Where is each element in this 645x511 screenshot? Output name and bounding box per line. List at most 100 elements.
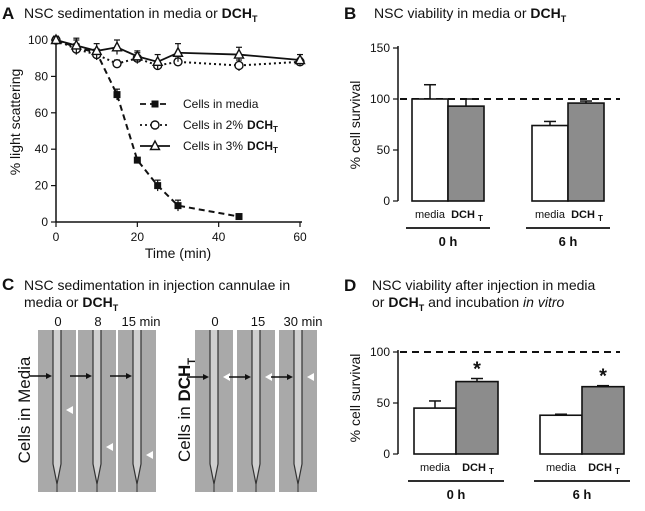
- panel-b-title-dch: DCH: [530, 5, 560, 21]
- panel-d-title-dch: DCH: [388, 294, 418, 310]
- panel-b-category-sub-0: T: [478, 214, 483, 223]
- panel-a: A NSC sedimentation in media or DCHT 0 20…: [2, 4, 307, 261]
- panel-a-point-s2: [233, 48, 245, 59]
- panel-d-bar-media-1: [539, 414, 583, 455]
- panel-a-ytick-label: 60: [35, 106, 49, 120]
- panel-b-category-media-0: media: [415, 209, 446, 221]
- panel-a-point-s2: [294, 53, 306, 65]
- panel-c-right-label: Cells in DCHT: [175, 358, 198, 462]
- panel-a-xtick-label: 0: [53, 230, 60, 244]
- panel-d-bar-dcht-0: [455, 380, 499, 455]
- panel-a-point-s0: [154, 182, 162, 190]
- panel-a-xtick-label: 20: [131, 230, 145, 244]
- panel-d-ylabel: % cell survival: [347, 354, 363, 443]
- panel-c-cannula-3: [209, 330, 219, 485]
- panel-d-title-line2-d: in vitro: [523, 294, 564, 310]
- panel-c-cannula-0: [52, 330, 62, 485]
- panel-c-arrowhead-3: [203, 374, 209, 380]
- panel-c-right-label-dch: DCH: [175, 365, 194, 402]
- panel-c-title-dch: DCH: [82, 294, 112, 310]
- panel-b-title-sub: T: [561, 14, 567, 24]
- panel-c-arrowhead-2: [126, 373, 132, 379]
- panel-d-category-dch-1: DCH: [588, 462, 612, 474]
- panel-b-category-media-1: media: [535, 209, 566, 221]
- panel-d-category-sub-0: T: [489, 467, 494, 476]
- panel-a-point-s1: [234, 60, 244, 71]
- panel-a-title-sub: T: [252, 14, 258, 24]
- panel-a-axes: 0 20 40 60 0 20 40 60 80 100: [28, 33, 307, 244]
- panel-a-legend-label-dch-1: DCH: [247, 118, 273, 132]
- panel-c-cannula-5: [293, 330, 303, 485]
- panel-d-title-line2: or DCHT and incubation in vitro: [372, 294, 564, 314]
- panel-a-ytick-label: 20: [35, 179, 49, 193]
- panel-a-legend-marker-0: [151, 100, 159, 108]
- panel-c-photos: [30, 330, 317, 492]
- panel-c-right-time-1: 15: [251, 314, 265, 329]
- panel-b-ylabel: % cell survival: [347, 81, 363, 170]
- panel-a-point-s2: [152, 55, 164, 67]
- panel-c-arrowhead-0: [46, 373, 52, 379]
- panel-a-title-main: NSC sedimentation in media or: [24, 5, 218, 21]
- panel-a-legend-marker-2: [149, 139, 161, 151]
- panel-a-ytick-label: 40: [35, 142, 49, 156]
- panel-b-category-dch-1: DCH: [571, 209, 595, 221]
- panel-b-bar-dcht-1: [567, 102, 605, 202]
- panel-c-cannula-1: [92, 330, 102, 485]
- panel-d-title-line2-c: and incubation: [428, 294, 519, 310]
- panel-c-pointer-1: [106, 443, 113, 451]
- panel-a-point-s0: [113, 91, 121, 99]
- panel-a-legend-marker-1: [150, 120, 160, 130]
- panel-b-group-label-0: 0 h: [439, 234, 458, 249]
- panel-c-pointer-3: [223, 373, 230, 381]
- panel-b-category-sub-1: T: [598, 214, 603, 223]
- panel-b-ytick-label: 50: [377, 143, 391, 157]
- panel-c-left-time-1: 8: [94, 314, 101, 329]
- panel-a-xlabel: Time (min): [145, 245, 211, 261]
- panel-c-pointer-2: [146, 451, 153, 459]
- panel-d-title-sub: T: [419, 303, 425, 313]
- panel-b-ytick-label: 0: [383, 194, 390, 208]
- panel-d-title-line2-a: or: [372, 294, 385, 310]
- panel-a-xtick-label: 40: [212, 230, 226, 244]
- panel-a-legend-label-2: Cells in 3% DCHT: [183, 139, 278, 155]
- panel-a-ytick-label: 0: [41, 215, 48, 229]
- panel-c-letter: C: [2, 275, 14, 294]
- panel-b-ytick-label: 150: [370, 41, 390, 55]
- panel-d-significance-0: *: [473, 359, 481, 381]
- panel-c-arrowhead-1: [86, 373, 92, 379]
- panel-a-legend-label-main-0: Cells in media: [183, 97, 259, 111]
- panel-b-bar-dcht-0: [447, 105, 485, 202]
- panel-a-legend-label-main-1: Cells in 2%: [183, 118, 243, 132]
- panel-a-point-s0: [235, 213, 243, 221]
- panel-a-point-s2: [50, 33, 62, 45]
- panel-a-point-s2: [70, 38, 82, 50]
- panel-a-legend-label-main-2: Cells in 3%: [183, 139, 243, 153]
- panel-b-title: NSC viability in media or DCHT: [374, 5, 567, 24]
- panel-c-title-sub: T: [113, 303, 119, 313]
- panel-c-pointer-0: [66, 406, 73, 414]
- panel-a-xtick-label: 60: [293, 230, 307, 244]
- panel-c-arrowhead-5: [287, 374, 293, 380]
- panel-c-pointer-4: [265, 373, 272, 381]
- panel-c-right-time-0: 0: [211, 314, 218, 329]
- panel-a-title: NSC sedimentation in media or DCHT: [24, 5, 258, 24]
- panel-b-group-label-1: 6 h: [559, 234, 578, 249]
- panel-a-ytick-label: 100: [28, 33, 48, 47]
- panel-a-point-s2: [111, 40, 123, 52]
- panel-c-left-time-2: 15 min: [121, 314, 160, 329]
- panel-c-title-line2-a: media or: [24, 294, 79, 310]
- panel-b-ytick-label: 100: [370, 92, 390, 106]
- panel-c-title-line1: NSC sedimentation in injection cannulae …: [24, 277, 290, 293]
- panel-b-letter: B: [344, 4, 356, 23]
- panel-b-bar-media-0: [411, 98, 449, 202]
- panel-a-point-s2: [131, 49, 143, 61]
- panel-c-left-time-0: 0: [54, 314, 61, 329]
- panel-c-cannula-4: [251, 330, 261, 485]
- panel-d: D NSC viability after injection in media…: [344, 276, 630, 502]
- panel-d-group-label-0: 0 h: [447, 487, 466, 502]
- panel-a-point-s1: [112, 58, 122, 69]
